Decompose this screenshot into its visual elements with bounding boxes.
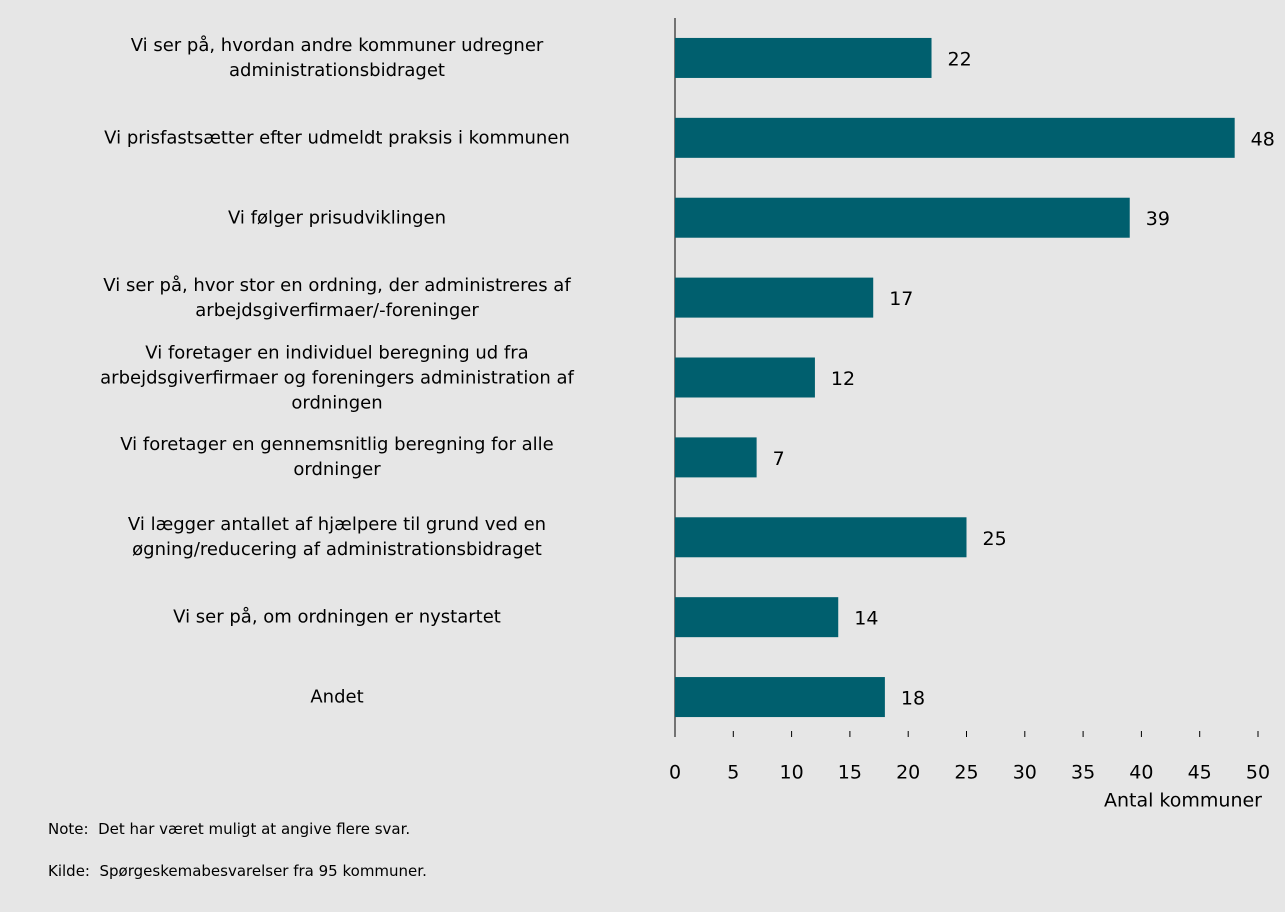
x-tick-label: 25: [954, 762, 978, 784]
x-tick-label: 50: [1246, 762, 1270, 784]
category-label: Vi ser på, hvor stor en ordning, der adm…: [103, 274, 571, 321]
category-label: Vi foretager en gennemsnitlig beregning …: [120, 434, 554, 481]
value-label: 48: [1251, 128, 1275, 150]
x-tick-label: 30: [1013, 762, 1037, 784]
bar: [675, 197, 1130, 238]
source: Kilde: Spørgeskemabesvarelser fra 95 kom…: [48, 862, 427, 880]
value-label: 17: [889, 288, 913, 310]
value-label: 39: [1146, 208, 1170, 230]
category-label: Andet: [310, 686, 364, 708]
value-label: 25: [983, 528, 1007, 550]
value-label: 14: [854, 608, 878, 630]
value-label: 7: [773, 448, 785, 470]
bar: [675, 437, 757, 478]
value-label: 22: [948, 48, 972, 70]
x-tick-label: 5: [727, 762, 739, 784]
bar: [675, 517, 967, 558]
bar: [675, 37, 932, 78]
bar: [675, 677, 885, 718]
x-axis-label: Antal kommuner: [1104, 790, 1262, 812]
x-tick-label: 45: [1188, 762, 1212, 784]
bar: [675, 597, 839, 638]
x-tick-label: 40: [1129, 762, 1153, 784]
category-label: Vi følger prisudviklingen: [227, 207, 447, 229]
category-label: Vi prisfastsætter efter udmeldt praksis …: [104, 127, 570, 149]
bar: [675, 357, 815, 398]
category-label: Vi lægger antallet af hjælpere til grund…: [127, 514, 547, 561]
value-label: 18: [901, 688, 925, 710]
x-tick-label: 35: [1071, 762, 1095, 784]
x-tick-label: 15: [838, 762, 862, 784]
value-label: 12: [831, 368, 855, 390]
x-tick-label: 10: [780, 762, 804, 784]
bar: [675, 117, 1235, 158]
category-label: Vi ser på, om ordningen er nystartet: [173, 606, 501, 628]
category-label: Vi foretager en individuel beregning ud …: [100, 342, 574, 413]
category-label: Vi ser på, hvordan andre kommuner udregn…: [130, 34, 544, 81]
bar: [675, 277, 874, 318]
note: Note: Det har været muligt at angive fle…: [48, 820, 411, 838]
x-tick-label: 20: [896, 762, 920, 784]
x-tick-label: 0: [669, 762, 681, 784]
